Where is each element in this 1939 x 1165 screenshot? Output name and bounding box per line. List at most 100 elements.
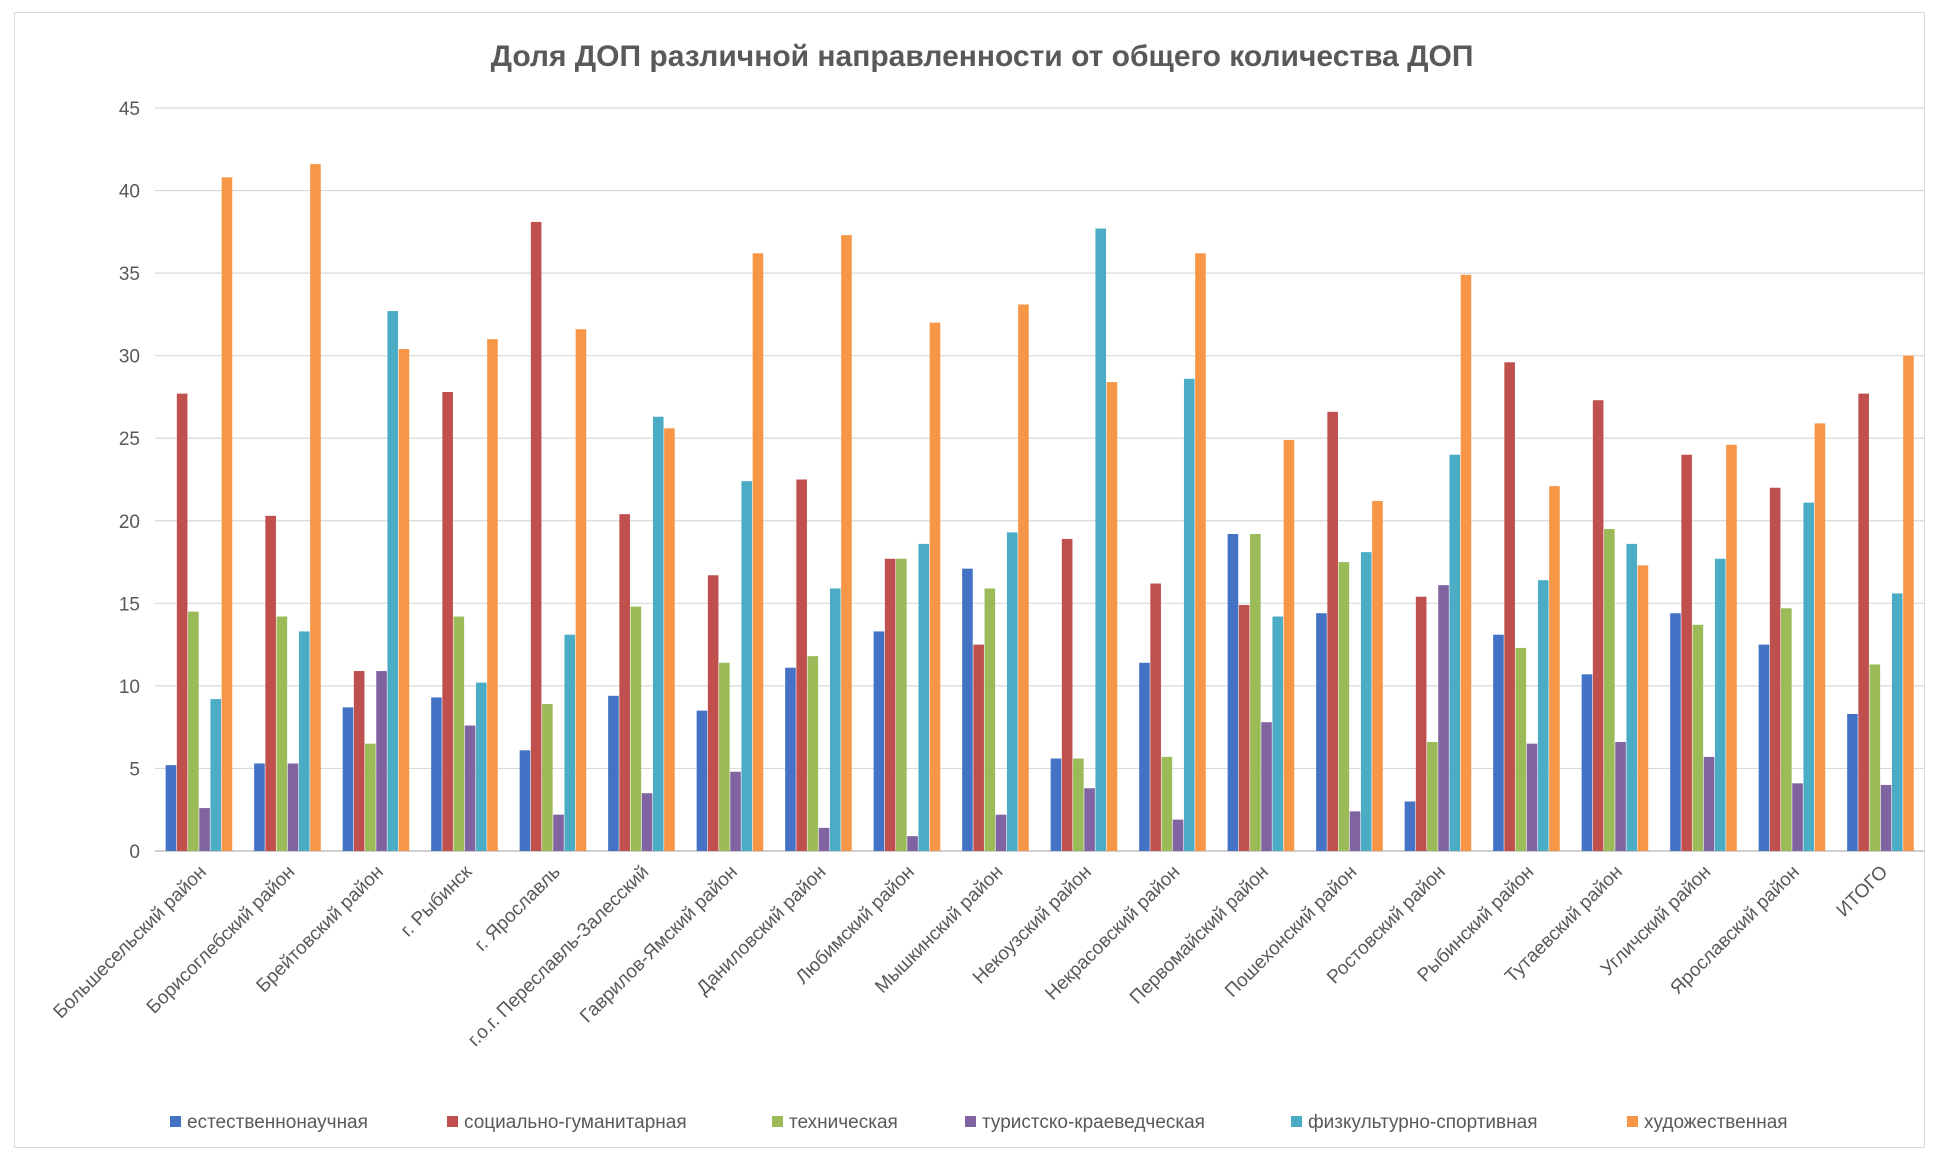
legend-label: техническая <box>789 1112 898 1133</box>
bar <box>1272 616 1284 851</box>
y-tick-label: 10 <box>119 677 140 698</box>
bar <box>431 697 442 851</box>
y-tick-label: 25 <box>119 429 140 450</box>
bar <box>1172 819 1184 851</box>
bar <box>1250 533 1261 851</box>
bar <box>265 515 276 851</box>
legend-swatch <box>1627 1116 1638 1127</box>
chart-title: Доля ДОП различной направленности от общ… <box>491 40 1474 73</box>
y-axis-ticks: 0 5 10 15 20 25 30 35 40 45 <box>119 99 140 863</box>
bar <box>442 391 453 851</box>
bar <box>310 164 321 852</box>
bar <box>995 814 1007 851</box>
bar <box>1150 583 1161 851</box>
bar <box>1327 411 1338 851</box>
bar <box>1161 756 1173 851</box>
bar <box>1449 454 1461 851</box>
bar <box>752 253 764 851</box>
bar <box>210 699 222 851</box>
bar <box>1615 742 1626 851</box>
bar <box>1592 400 1604 851</box>
bar <box>1095 228 1107 851</box>
legend-label: физкультурно-спортивная <box>1308 1112 1537 1133</box>
bar <box>1891 593 1903 851</box>
bar <box>652 416 664 851</box>
chart-border <box>14 12 1925 1148</box>
bar <box>741 481 753 851</box>
bar <box>199 808 210 851</box>
bar <box>1504 362 1515 851</box>
bar <box>1372 500 1383 851</box>
bar <box>1869 664 1881 851</box>
bar <box>1006 532 1018 851</box>
bar <box>1515 647 1527 851</box>
bar <box>1238 604 1250 851</box>
y-tick-label: 45 <box>119 99 140 120</box>
bar <box>1681 454 1692 851</box>
bar <box>464 725 476 851</box>
bar <box>1703 756 1715 851</box>
bar <box>254 763 265 851</box>
bar <box>807 656 819 851</box>
bar <box>1349 811 1361 851</box>
bar <box>387 311 399 851</box>
bar <box>884 558 896 851</box>
bar <box>1847 713 1858 851</box>
bar <box>1195 253 1206 851</box>
y-tick-label: 0 <box>129 842 140 863</box>
bar <box>1758 644 1770 851</box>
bar <box>298 631 310 851</box>
bar <box>1427 742 1438 851</box>
bar <box>1018 304 1029 852</box>
bar <box>962 568 973 851</box>
bar <box>1460 274 1472 851</box>
bar <box>918 543 930 851</box>
bar <box>641 793 653 851</box>
legend-swatch <box>1291 1116 1302 1127</box>
bar <box>1139 662 1150 851</box>
bar <box>342 707 354 851</box>
bar <box>1106 382 1118 851</box>
legend-label: социально-гуманитарная <box>464 1112 687 1133</box>
bar <box>1626 543 1638 851</box>
bar <box>608 695 619 851</box>
bar <box>829 588 841 851</box>
bar <box>1637 565 1649 851</box>
bar <box>1493 634 1504 851</box>
legend-label: туристско-краеведческая <box>982 1112 1205 1133</box>
bar <box>1549 486 1560 851</box>
bar <box>719 662 730 851</box>
bar <box>1903 355 1914 851</box>
bar <box>1792 783 1803 851</box>
y-tick-label: 15 <box>119 594 140 615</box>
bar <box>1581 674 1593 851</box>
bar <box>818 827 830 851</box>
legend-swatch <box>447 1116 458 1127</box>
bar <box>475 682 487 851</box>
bar <box>973 644 984 851</box>
bar <box>929 322 941 852</box>
legend-swatch <box>772 1116 783 1127</box>
legend-label: художественная <box>1644 1112 1788 1133</box>
bar <box>287 763 299 851</box>
bar <box>664 428 675 851</box>
bar <box>487 339 498 851</box>
bar <box>1227 533 1239 851</box>
bar <box>696 710 708 851</box>
bar <box>1283 439 1295 851</box>
bar <box>1726 444 1737 851</box>
bar <box>542 704 553 851</box>
bar <box>873 631 885 851</box>
bar <box>376 671 387 851</box>
bar <box>1050 758 1062 851</box>
bars <box>165 164 1914 852</box>
bar <box>221 177 233 851</box>
bar <box>1183 378 1195 851</box>
bar <box>1261 722 1272 851</box>
bar <box>619 514 630 851</box>
bar <box>1781 608 1792 851</box>
bar <box>730 771 741 851</box>
bar <box>1769 487 1781 851</box>
